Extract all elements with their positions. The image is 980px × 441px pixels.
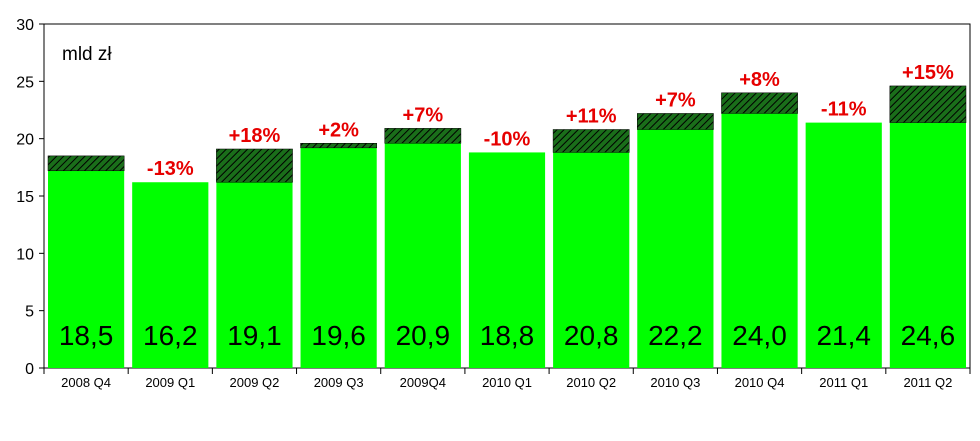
bar-value-label: 21,4: [816, 320, 871, 351]
bar-value-label: 24,0: [732, 320, 787, 351]
bars-group: 18,5 16,2 -13% 19,1 +18% 19,6 +2% 20,9 +7% 18,8 -1…: [47, 62, 967, 368]
x-tick-label: 2010 Q4: [735, 375, 785, 390]
bar-value-label: 24,6: [901, 320, 956, 351]
change-label: +11%: [566, 105, 617, 127]
y-tick-label: 10: [16, 246, 34, 263]
y-tick-label: 5: [25, 304, 34, 321]
x-tick-label: 2009 Q3: [314, 375, 364, 390]
bar: [889, 122, 966, 368]
x-tick-label: 2010 Q2: [566, 375, 616, 390]
y-tick-label: 0: [25, 361, 34, 378]
change-label: +2%: [318, 119, 359, 141]
change-label: -10%: [484, 128, 531, 150]
bar: [132, 182, 209, 368]
y-tick-label: 15: [16, 189, 34, 206]
bar-value-label: 18,5: [59, 320, 114, 351]
x-tick-label: 2009Q4: [400, 375, 446, 390]
bar-increase-segment: [721, 92, 798, 114]
x-tick-label: 2009 Q2: [230, 375, 280, 390]
bar-value-label: 22,2: [648, 320, 703, 351]
bar-value-label: 19,6: [311, 320, 366, 351]
bar-increase-segment: [637, 113, 714, 130]
bar: [300, 147, 377, 368]
x-tick-label: 2010 Q3: [650, 375, 700, 390]
bar-increase-segment: [300, 143, 377, 149]
y-tick-label: 30: [16, 17, 34, 34]
change-label: -11%: [821, 99, 867, 121]
x-tick-label: 2011 Q2: [903, 375, 952, 390]
bar: [216, 182, 293, 368]
x-tick-label: 2011 Q1: [819, 375, 868, 390]
x-tick-label: 2009 Q1: [145, 375, 195, 390]
bar: [637, 129, 714, 368]
bar: [805, 122, 882, 368]
bar-value-label: 20,8: [564, 320, 619, 351]
axes-group: 0 5 10 15 20 25 30 2008 Q4 2009 Q1 2009 Q2 2009 Q3…: [16, 17, 971, 390]
bar-value-label: 18,8: [480, 320, 535, 351]
bar-increase-segment: [47, 155, 125, 172]
change-label: +8%: [739, 69, 780, 91]
x-tick-label: 2008 Q4: [61, 375, 111, 390]
bar-increase-segment: [384, 128, 462, 144]
bar-increase-segment: [552, 129, 630, 153]
bar-value-label: 16,2: [143, 320, 198, 351]
bar: [721, 113, 798, 368]
y-tick-label: 25: [16, 74, 34, 91]
bar: [553, 152, 630, 368]
bar-increase-segment: [889, 85, 967, 123]
bar: [48, 170, 125, 368]
bar: [384, 143, 461, 368]
bar: [468, 152, 546, 368]
change-label: +7%: [403, 104, 444, 126]
bar-value-label: 19,1: [227, 320, 282, 351]
change-label: -13%: [147, 158, 194, 180]
change-label: +7%: [655, 89, 696, 111]
bar-value-label: 20,9: [396, 320, 451, 351]
y-tick-label: 20: [16, 132, 34, 149]
change-label: +18%: [229, 125, 281, 147]
unit-label: mld zł: [62, 44, 112, 65]
change-label: +15%: [902, 62, 954, 84]
bar-increase-segment: [216, 148, 293, 183]
x-tick-label: 2010 Q1: [482, 375, 532, 390]
